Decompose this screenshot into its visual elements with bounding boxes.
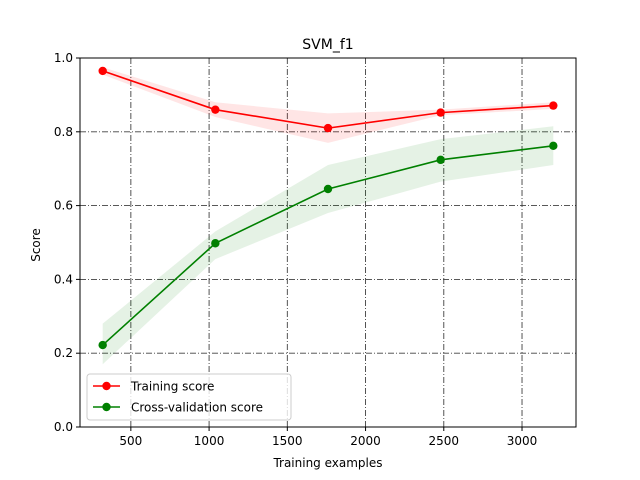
cv-score-band (102, 126, 554, 365)
y-tick-label: 0.2 (54, 346, 73, 360)
plot-frame (79, 57, 577, 428)
cv-score-point (323, 184, 333, 194)
cv-score-point (211, 239, 220, 248)
x-tick-label: 2000 (350, 434, 381, 448)
legend: Training score Cross-validation score (86, 373, 292, 421)
cv-score-point (549, 141, 558, 151)
y-tick-label: 0.4 (54, 272, 73, 286)
legend-cv-label: Cross-validation score (131, 401, 263, 415)
chart-title: SVM_f1 (302, 37, 353, 53)
training-score-point (436, 108, 445, 117)
legend-box (86, 373, 292, 421)
y-tick-label: 0.0 (54, 420, 73, 434)
x-tick-label: 1000 (194, 434, 225, 448)
legend-cv-marker (102, 402, 111, 412)
score-lines (98, 66, 558, 350)
x-tick-label: 2500 (429, 434, 460, 448)
axis-ticks: 500 1000 1500 2000 2500 3000 0.0 0.2 0.4 0.6 0.8 1.… (54, 51, 537, 448)
training-score-point (98, 66, 107, 76)
grid (80, 58, 576, 427)
x-tick-label: 1500 (272, 434, 303, 448)
training-score-point (211, 105, 220, 114)
y-tick-label: 0.8 (54, 125, 73, 139)
y-tick-label: 1.0 (54, 51, 73, 65)
training-score-point (323, 123, 333, 133)
y-tick-label: 0.6 (54, 199, 73, 213)
x-tick-label: 500 (119, 434, 142, 448)
legend-training-marker (102, 381, 111, 391)
legend-training-label: Training score (130, 380, 214, 394)
x-axis-label: Training examples (272, 456, 382, 470)
cv-score-point (98, 340, 107, 350)
x-tick-label: 3000 (507, 434, 538, 448)
training-score-point (549, 101, 558, 110)
cv-score-point (436, 155, 445, 165)
y-axis-label: Score (29, 228, 43, 262)
